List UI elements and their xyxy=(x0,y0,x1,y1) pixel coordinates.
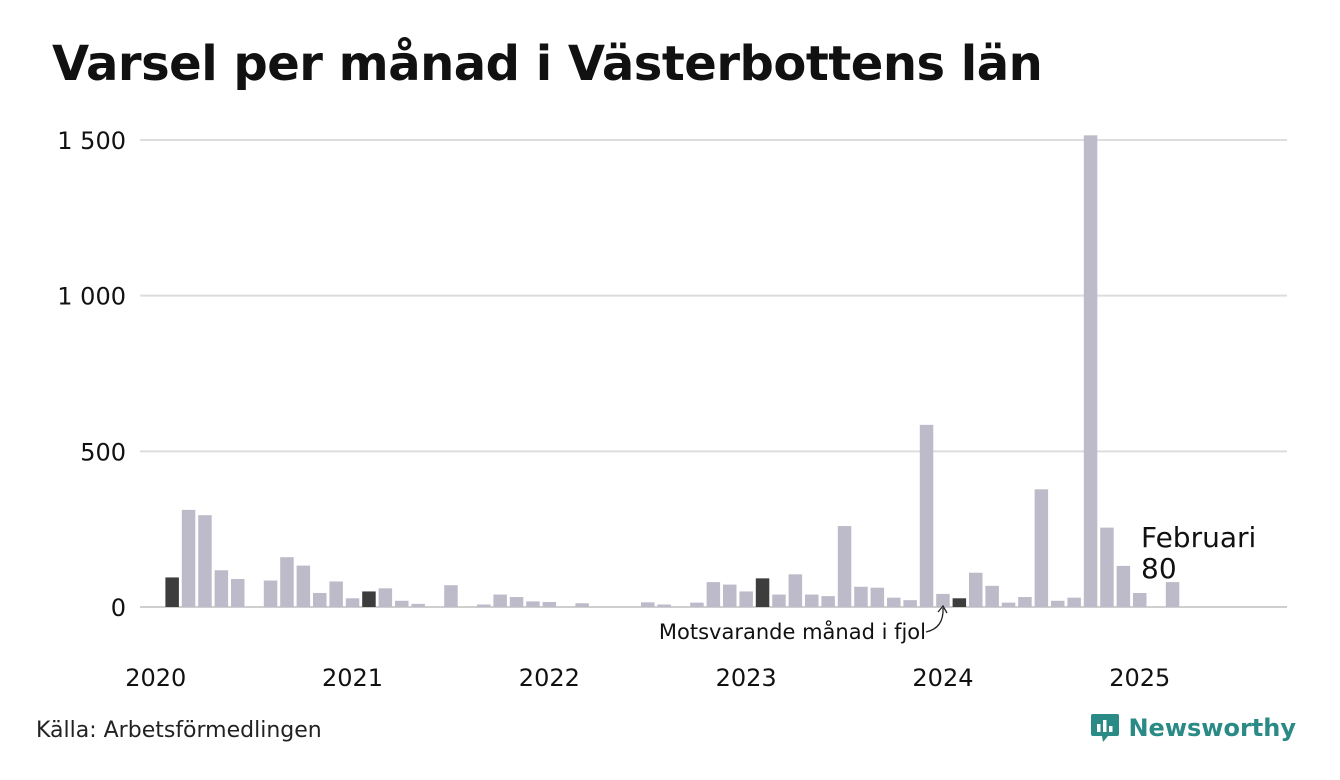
bar-2021-03 xyxy=(378,588,393,607)
bar-2022-11 xyxy=(706,582,721,607)
bar-2022-01 xyxy=(542,602,557,607)
bar-2023-08 xyxy=(854,586,868,607)
bar-2024-04 xyxy=(985,585,999,607)
x-tick-label: 2020 xyxy=(125,664,186,692)
bar-2024-11 xyxy=(1100,527,1114,607)
x-tick-label: 2023 xyxy=(716,664,777,692)
annotation-arrow xyxy=(925,607,944,633)
newsworthy-logo-icon xyxy=(1091,714,1120,742)
gridlines xyxy=(140,139,1287,608)
bar-2023-06 xyxy=(821,596,835,607)
x-tick-label: 2024 xyxy=(912,664,973,692)
bar-2020-09 xyxy=(280,557,294,607)
bar-2023-03 xyxy=(772,594,786,607)
bar-2020-11 xyxy=(313,592,327,607)
bar-undefined xyxy=(1165,582,1180,607)
bar-2022-03 xyxy=(575,603,589,607)
bar-2025-01 xyxy=(1133,592,1147,607)
bar-2020-08 xyxy=(263,580,278,607)
bars xyxy=(165,135,1180,607)
bar-2021-04 xyxy=(395,600,409,607)
bar-2023-02 xyxy=(755,578,770,607)
current-value-label: 80 xyxy=(1141,552,1177,585)
annotation-arrowhead xyxy=(937,604,948,614)
bar-2023-07 xyxy=(837,526,852,607)
x-tick-label: 2025 xyxy=(1109,664,1170,692)
bar-2021-09 xyxy=(477,604,491,607)
bar-2023-12 xyxy=(919,424,934,607)
annotations: Februari 80 Motsvarande månad i fjol xyxy=(659,521,1256,644)
bar-2021-02 xyxy=(362,591,376,607)
x-tick-label: 2022 xyxy=(519,664,580,692)
y-tick-label: 500 xyxy=(80,438,126,466)
bar-2024-03 xyxy=(969,572,983,607)
bar-2021-01 xyxy=(345,598,360,607)
y-axis-labels: 0 500 1 000 1 500 xyxy=(57,127,126,622)
source-label: Källa: Arbetsförmedlingen xyxy=(36,718,322,743)
bar-2022-07 xyxy=(641,602,655,607)
bar-2022-08 xyxy=(657,604,671,607)
previous-year-annotation: Motsvarande månad i fjol xyxy=(659,619,926,644)
y-tick-label: 0 xyxy=(111,594,126,622)
y-tick-label: 1 000 xyxy=(57,283,126,311)
brand-logo: Newsworthy xyxy=(1090,712,1296,744)
bar-2024-08 xyxy=(1051,600,1065,607)
bar-2024-05 xyxy=(1001,602,1016,607)
bar-2024-10 xyxy=(1083,135,1098,607)
x-axis-labels: 2020 2021 2022 2023 2024 2025 xyxy=(125,664,1170,692)
current-month-label: Februari xyxy=(1141,521,1256,554)
bar-2020-12 xyxy=(329,581,343,607)
bar-2024-07 xyxy=(1034,489,1049,607)
bar-2021-11 xyxy=(509,597,524,607)
bar-2024-01 xyxy=(936,593,950,607)
brand-name: Newsworthy xyxy=(1128,714,1296,742)
bar-2024-06 xyxy=(1018,597,1032,607)
bar-2021-07 xyxy=(444,585,458,607)
y-tick-label: 1 500 xyxy=(57,127,126,155)
bar-2021-10 xyxy=(493,594,507,607)
bar-2023-09 xyxy=(870,587,885,607)
bar-2022-12 xyxy=(723,584,737,607)
bar-2020-10 xyxy=(296,565,311,607)
bar-2020-02 xyxy=(165,577,179,607)
bar-2023-05 xyxy=(805,594,819,607)
bar-2024-09 xyxy=(1067,597,1081,607)
bar-2024-12 xyxy=(1116,565,1131,607)
bar-2020-04 xyxy=(198,515,212,607)
bar-2023-01 xyxy=(739,591,753,607)
bar-2021-05 xyxy=(411,603,425,607)
bar-2020-03 xyxy=(181,509,196,607)
bar-2023-10 xyxy=(887,597,901,607)
bar-2023-04 xyxy=(788,574,803,607)
bar-2021-12 xyxy=(526,601,540,607)
bar-2022-10 xyxy=(690,602,704,607)
bar-2023-11 xyxy=(903,600,917,607)
chart-title: Varsel per månad i Västerbottens län xyxy=(52,36,1043,92)
bar-2024-02 xyxy=(952,598,967,607)
bar-2020-05 xyxy=(214,570,229,607)
x-tick-label: 2021 xyxy=(322,664,383,692)
bar-2020-06 xyxy=(231,578,245,607)
